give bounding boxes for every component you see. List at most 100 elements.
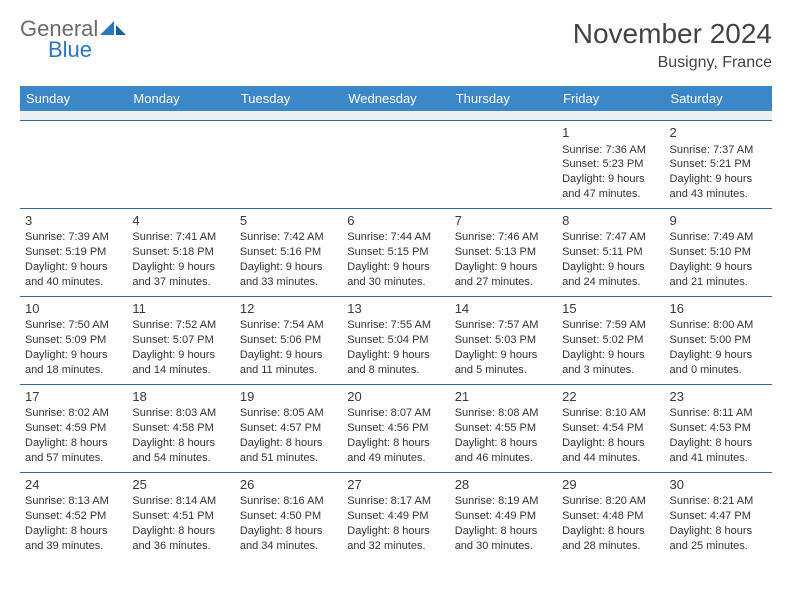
brand-word-2: Blue: [48, 39, 98, 61]
calendar-cell: 7Sunrise: 7:46 AMSunset: 5:13 PMDaylight…: [450, 208, 557, 296]
day-number: 22: [562, 388, 659, 406]
sunrise-line: Sunrise: 8:11 AM: [670, 406, 767, 421]
sunrise-line: Sunrise: 8:07 AM: [347, 406, 444, 421]
daylight-line: Daylight: 8 hours and 49 minutes.: [347, 436, 444, 466]
daylight-line: Daylight: 8 hours and 46 minutes.: [455, 436, 552, 466]
calendar-week-row: 3Sunrise: 7:39 AMSunset: 5:19 PMDaylight…: [20, 208, 772, 296]
brand-logo: General Blue: [20, 18, 126, 61]
calendar-week-row: 10Sunrise: 7:50 AMSunset: 5:09 PMDayligh…: [20, 296, 772, 384]
title-block: November 2024 Busigny, France: [573, 18, 772, 72]
sunset-line: Sunset: 4:51 PM: [132, 509, 229, 524]
daylight-line: Daylight: 8 hours and 34 minutes.: [240, 524, 337, 554]
day-number: 30: [670, 476, 767, 494]
calendar-cell: 30Sunrise: 8:21 AMSunset: 4:47 PMDayligh…: [665, 472, 772, 559]
calendar-cell: [235, 121, 342, 209]
sunrise-line: Sunrise: 8:17 AM: [347, 494, 444, 509]
weekday-header: Friday: [557, 86, 664, 111]
daylight-line: Daylight: 9 hours and 27 minutes.: [455, 260, 552, 290]
calendar-cell: 20Sunrise: 8:07 AMSunset: 4:56 PMDayligh…: [342, 384, 449, 472]
day-number: 2: [670, 124, 767, 142]
sunset-line: Sunset: 5:15 PM: [347, 245, 444, 260]
calendar-cell: 12Sunrise: 7:54 AMSunset: 5:06 PMDayligh…: [235, 296, 342, 384]
sunset-line: Sunset: 4:49 PM: [347, 509, 444, 524]
calendar-cell: 8Sunrise: 7:47 AMSunset: 5:11 PMDaylight…: [557, 208, 664, 296]
sunset-line: Sunset: 4:47 PM: [670, 509, 767, 524]
daylight-line: Daylight: 8 hours and 51 minutes.: [240, 436, 337, 466]
daylight-line: Daylight: 8 hours and 57 minutes.: [25, 436, 122, 466]
weekday-header: Thursday: [450, 86, 557, 111]
sunrise-line: Sunrise: 7:37 AM: [670, 143, 767, 158]
weekday-header-row: SundayMondayTuesdayWednesdayThursdayFrid…: [20, 86, 772, 111]
sunset-line: Sunset: 5:04 PM: [347, 333, 444, 348]
daylight-line: Daylight: 9 hours and 8 minutes.: [347, 348, 444, 378]
day-number: 18: [132, 388, 229, 406]
calendar-cell: 9Sunrise: 7:49 AMSunset: 5:10 PMDaylight…: [665, 208, 772, 296]
daylight-line: Daylight: 9 hours and 11 minutes.: [240, 348, 337, 378]
daylight-line: Daylight: 9 hours and 37 minutes.: [132, 260, 229, 290]
calendar-cell: 27Sunrise: 8:17 AMSunset: 4:49 PMDayligh…: [342, 472, 449, 559]
sunrise-line: Sunrise: 8:13 AM: [25, 494, 122, 509]
daylight-line: Daylight: 9 hours and 21 minutes.: [670, 260, 767, 290]
sunrise-line: Sunrise: 7:59 AM: [562, 318, 659, 333]
calendar-cell: 4Sunrise: 7:41 AMSunset: 5:18 PMDaylight…: [127, 208, 234, 296]
calendar-cell: 29Sunrise: 8:20 AMSunset: 4:48 PMDayligh…: [557, 472, 664, 559]
day-number: 23: [670, 388, 767, 406]
sunset-line: Sunset: 4:57 PM: [240, 421, 337, 436]
daylight-line: Daylight: 9 hours and 30 minutes.: [347, 260, 444, 290]
sunrise-line: Sunrise: 7:41 AM: [132, 230, 229, 245]
sunset-line: Sunset: 5:21 PM: [670, 157, 767, 172]
daylight-line: Daylight: 8 hours and 54 minutes.: [132, 436, 229, 466]
day-number: 14: [455, 300, 552, 318]
calendar-cell: 17Sunrise: 8:02 AMSunset: 4:59 PMDayligh…: [20, 384, 127, 472]
calendar-cell: 15Sunrise: 7:59 AMSunset: 5:02 PMDayligh…: [557, 296, 664, 384]
sunrise-line: Sunrise: 8:03 AM: [132, 406, 229, 421]
day-number: 26: [240, 476, 337, 494]
sunset-line: Sunset: 4:56 PM: [347, 421, 444, 436]
sunset-line: Sunset: 4:58 PM: [132, 421, 229, 436]
month-title: November 2024: [573, 18, 772, 50]
day-number: 21: [455, 388, 552, 406]
sunrise-line: Sunrise: 7:49 AM: [670, 230, 767, 245]
weekday-header: Monday: [127, 86, 234, 111]
calendar-body: 1Sunrise: 7:36 AMSunset: 5:23 PMDaylight…: [20, 111, 772, 560]
sunrise-line: Sunrise: 8:02 AM: [25, 406, 122, 421]
sunset-line: Sunset: 4:59 PM: [25, 421, 122, 436]
location-label: Busigny, France: [573, 54, 772, 72]
daylight-line: Daylight: 9 hours and 18 minutes.: [25, 348, 122, 378]
calendar-cell: 23Sunrise: 8:11 AMSunset: 4:53 PMDayligh…: [665, 384, 772, 472]
calendar-week-row: 17Sunrise: 8:02 AMSunset: 4:59 PMDayligh…: [20, 384, 772, 472]
day-number: 19: [240, 388, 337, 406]
brand-sail-icon: [100, 21, 126, 39]
sunset-line: Sunset: 4:54 PM: [562, 421, 659, 436]
daylight-line: Daylight: 8 hours and 32 minutes.: [347, 524, 444, 554]
sunset-line: Sunset: 5:06 PM: [240, 333, 337, 348]
sunrise-line: Sunrise: 8:19 AM: [455, 494, 552, 509]
sunrise-line: Sunrise: 8:00 AM: [670, 318, 767, 333]
day-number: 8: [562, 212, 659, 230]
sunrise-line: Sunrise: 7:46 AM: [455, 230, 552, 245]
day-number: 9: [670, 212, 767, 230]
daylight-line: Daylight: 8 hours and 36 minutes.: [132, 524, 229, 554]
sunset-line: Sunset: 5:07 PM: [132, 333, 229, 348]
weekday-header: Saturday: [665, 86, 772, 111]
sunset-line: Sunset: 5:16 PM: [240, 245, 337, 260]
sunset-line: Sunset: 5:09 PM: [25, 333, 122, 348]
calendar-cell: [342, 121, 449, 209]
calendar-cell: 14Sunrise: 7:57 AMSunset: 5:03 PMDayligh…: [450, 296, 557, 384]
calendar-cell: 1Sunrise: 7:36 AMSunset: 5:23 PMDaylight…: [557, 121, 664, 209]
day-number: 1: [562, 124, 659, 142]
day-number: 3: [25, 212, 122, 230]
day-number: 27: [347, 476, 444, 494]
separator-row: [20, 111, 772, 121]
calendar-cell: 19Sunrise: 8:05 AMSunset: 4:57 PMDayligh…: [235, 384, 342, 472]
day-number: 24: [25, 476, 122, 494]
calendar-cell: [20, 121, 127, 209]
sunrise-line: Sunrise: 8:10 AM: [562, 406, 659, 421]
daylight-line: Daylight: 9 hours and 3 minutes.: [562, 348, 659, 378]
calendar-cell: 26Sunrise: 8:16 AMSunset: 4:50 PMDayligh…: [235, 472, 342, 559]
calendar-cell: 6Sunrise: 7:44 AMSunset: 5:15 PMDaylight…: [342, 208, 449, 296]
sunset-line: Sunset: 4:52 PM: [25, 509, 122, 524]
sunset-line: Sunset: 5:23 PM: [562, 157, 659, 172]
sunrise-line: Sunrise: 8:16 AM: [240, 494, 337, 509]
sunrise-line: Sunrise: 7:44 AM: [347, 230, 444, 245]
